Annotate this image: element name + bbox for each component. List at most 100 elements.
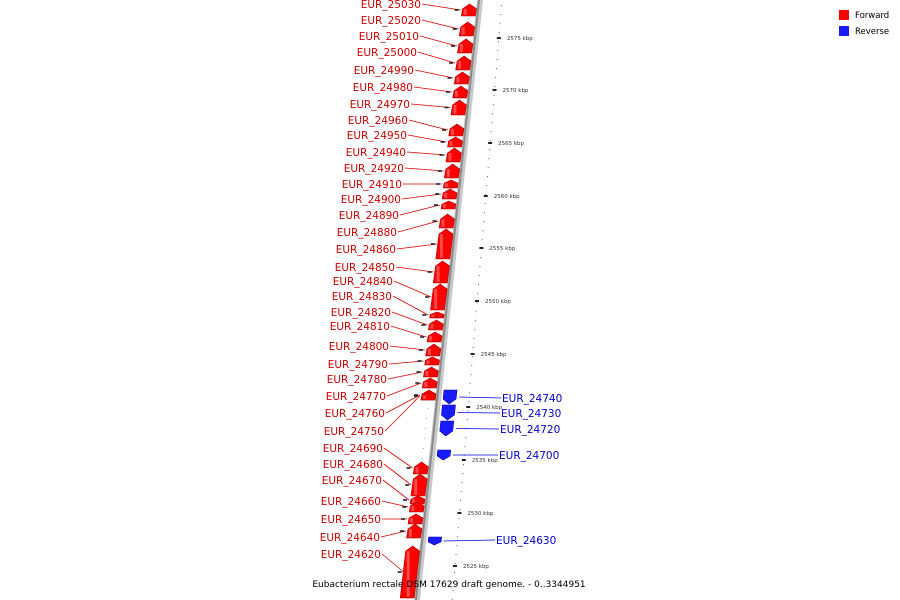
forward-gene-label[interactable]: EUR_24640 <box>320 532 380 544</box>
forward-gene-arrow[interactable] <box>406 523 423 539</box>
scale-dot <box>460 500 461 502</box>
scale-tick <box>483 195 488 197</box>
scale-tick-label: 2565 kbp <box>498 141 524 147</box>
gene-highlight <box>461 27 465 35</box>
forward-gene-arrow[interactable] <box>435 228 454 260</box>
forward-gene-label[interactable]: EUR_24670 <box>322 475 382 487</box>
forward-gene-arrow[interactable] <box>410 473 428 497</box>
scale-tick <box>466 406 471 408</box>
forward-gene-arrow[interactable] <box>445 147 462 163</box>
scale-dot <box>499 23 501 25</box>
forward-gene-label[interactable]: EUR_24880 <box>337 227 397 239</box>
forward-gene-arrow[interactable] <box>430 283 448 311</box>
forward-gene-label[interactable]: EUR_24680 <box>323 459 383 471</box>
forward-gene-arrow[interactable] <box>438 213 455 229</box>
reverse-gene-arrow[interactable] <box>436 449 452 461</box>
gene-connector <box>396 243 438 250</box>
gene-highlight <box>445 183 449 187</box>
scale-tick <box>488 142 493 144</box>
reverse-gene-arrow[interactable] <box>427 536 442 546</box>
forward-gene-label[interactable]: EUR_24770 <box>326 391 386 403</box>
forward-gene-label[interactable]: EUR_24960 <box>348 115 408 127</box>
forward-gene-label[interactable]: EUR_24970 <box>350 99 410 111</box>
forward-gene-label[interactable]: EUR_25020 <box>361 15 421 27</box>
gene-highlight <box>444 193 448 198</box>
forward-gene-label[interactable]: EUR_25010 <box>359 31 419 43</box>
forward-gene-arrow[interactable] <box>399 545 420 599</box>
scale-tick-label: 2530 kbp <box>467 511 493 517</box>
scale-dot <box>490 131 492 133</box>
reverse-gene-label[interactable]: EUR_24730 <box>501 408 561 420</box>
scale-dot <box>457 536 459 538</box>
gene-anchor-mark <box>401 518 406 520</box>
reverse-gene-arrow[interactable] <box>442 389 458 405</box>
reverse-gene-label[interactable]: EUR_24720 <box>500 424 560 436</box>
scale-dot <box>486 185 488 187</box>
forward-gene-label[interactable]: EUR_24860 <box>336 244 396 256</box>
gene-highlight <box>427 348 431 355</box>
gene-anchor-mark <box>425 296 430 298</box>
gene-anchor-mark <box>416 371 421 373</box>
forward-gene-label[interactable]: EUR_24790 <box>328 359 388 371</box>
forward-gene-label[interactable]: EUR_24760 <box>325 408 385 420</box>
forward-gene-label[interactable]: EUR_24850 <box>335 262 395 274</box>
forward-gene-label[interactable]: EUR_24840 <box>333 276 393 288</box>
forward-gene-arrow[interactable] <box>458 21 476 37</box>
forward-gene-label[interactable]: EUR_24900 <box>341 194 401 206</box>
forward-gene-label[interactable]: EUR_24820 <box>331 307 391 319</box>
gene-anchor-mark <box>439 154 444 156</box>
gene-highlight <box>453 105 457 114</box>
scale-dot <box>458 518 460 520</box>
scale-tick <box>492 89 497 91</box>
gene-highlight <box>406 551 410 597</box>
forward-gene-label[interactable]: EUR_24620 <box>321 549 381 561</box>
forward-gene-arrow[interactable] <box>443 163 461 179</box>
reverse-gene-label[interactable]: EUR_24630 <box>496 535 556 547</box>
reverse-gene-arrow[interactable] <box>439 420 455 437</box>
forward-gene-arrow[interactable] <box>457 38 474 54</box>
scale-dot <box>436 318 438 319</box>
gene-highlight <box>429 336 433 341</box>
gene-connector <box>408 119 449 131</box>
reverse-gene-label[interactable]: EUR_24700 <box>499 450 559 462</box>
gene-connector <box>443 539 496 542</box>
forward-gene-label[interactable]: EUR_24920 <box>344 163 404 175</box>
forward-gene-label[interactable]: EUR_24890 <box>339 210 399 222</box>
forward-gene-label[interactable]: EUR_24950 <box>347 130 407 142</box>
forward-gene-label[interactable]: EUR_24660 <box>321 496 381 508</box>
reverse-gene-arrow[interactable] <box>441 404 456 421</box>
forward-gene-arrow[interactable] <box>455 55 472 71</box>
forward-gene-label[interactable]: EUR_24830 <box>332 291 392 303</box>
forward-gene-label[interactable]: EUR_24980 <box>353 82 413 94</box>
forward-gene-label[interactable]: EUR_24750 <box>324 426 384 438</box>
forward-gene-label[interactable]: EUR_24910 <box>342 179 402 191</box>
backbone-line <box>415 0 480 600</box>
legend-forward-swatch <box>839 10 849 20</box>
forward-gene-arrow[interactable] <box>450 99 467 116</box>
scale-dot <box>492 113 494 115</box>
gene-highlight <box>411 499 415 503</box>
forward-gene-label[interactable]: EUR_25000 <box>357 47 417 59</box>
forward-gene-label[interactable]: EUR_24780 <box>327 374 387 386</box>
forward-gene-label[interactable]: EUR_24690 <box>323 443 383 455</box>
scale-dot <box>457 118 459 119</box>
forward-gene-label[interactable]: EUR_24800 <box>329 341 389 353</box>
gene-anchor-mark <box>436 183 441 185</box>
scale-dot <box>451 178 453 179</box>
forward-gene-label[interactable]: EUR_24650 <box>321 514 381 526</box>
scale-tick <box>453 565 458 567</box>
forward-gene-label[interactable]: EUR_25030 <box>361 0 421 11</box>
reverse-gene-label[interactable]: EUR_24740 <box>502 393 562 405</box>
gene-highlight <box>463 8 467 15</box>
forward-gene-arrow[interactable] <box>432 260 450 284</box>
scale-dot <box>483 212 485 214</box>
gene-highlight <box>449 141 453 146</box>
scale-dot <box>466 419 468 421</box>
scale-dot <box>477 284 479 286</box>
scale-dot <box>463 455 465 457</box>
forward-gene-label[interactable]: EUR_24810 <box>330 321 390 333</box>
scale-dot <box>453 581 455 583</box>
forward-gene-label[interactable]: EUR_24940 <box>346 147 406 159</box>
forward-gene-label[interactable]: EUR_24990 <box>354 65 414 77</box>
